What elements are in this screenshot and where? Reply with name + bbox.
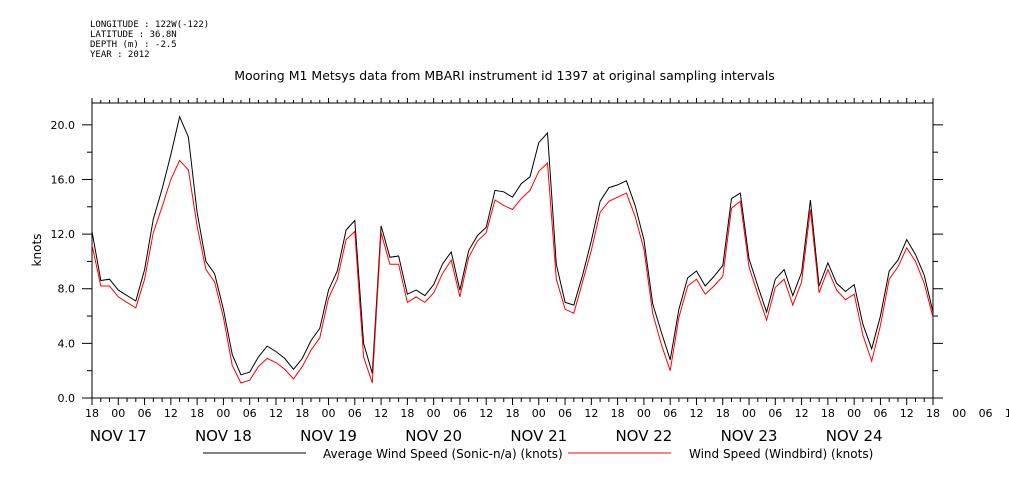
x-hour-label: 18: [295, 407, 309, 420]
x-day-label: NOV 20: [405, 427, 462, 445]
x-hour-label: 12: [164, 407, 178, 420]
y-tick-label: 20.0: [51, 119, 76, 132]
x-day-label: NOV 22: [615, 427, 672, 445]
x-hour-label: 00: [847, 407, 861, 420]
x-hour-label: 06: [979, 407, 993, 420]
x-hour-label: 18: [716, 407, 730, 420]
x-day-label: NOV 19: [300, 427, 357, 445]
x-hour-label: 12: [1005, 407, 1009, 420]
x-hour-labels: 18 00 06 12 18 00 06 12 18 00 06 12 18 00 06 12 18 00 06 12…: [85, 407, 1009, 420]
x-hour-label: 18: [190, 407, 204, 420]
x-hour-label: 18: [506, 407, 520, 420]
x-day-labels: NOV 17 NOV 18 NOV 19 NOV 20 NOV 21 NOV 22 NOV …: [90, 427, 883, 445]
x-day-label: NOV 24: [826, 427, 883, 445]
x-hour-label: 00: [322, 407, 336, 420]
x-hour-label: 00: [216, 407, 230, 420]
x-day-label: NOV 18: [195, 427, 252, 445]
x-hour-label: 12: [374, 407, 388, 420]
x-hour-label: 18: [821, 407, 835, 420]
legend: Average Wind Speed (Sonic-n/a) (knots) Wi…: [203, 447, 873, 461]
series-lines: [91, 115, 934, 384]
x-day-label: NOV 23: [721, 427, 778, 445]
y-axis-label: knots: [30, 234, 44, 267]
x-hour-label: 18: [85, 407, 99, 420]
depth-text: DEPTH (m) : -2.5: [90, 40, 177, 50]
x-hour-label: 00: [637, 407, 651, 420]
x-hour-label: 12: [689, 407, 703, 420]
x-hour-label: 12: [269, 407, 283, 420]
x-hour-label: 06: [873, 407, 887, 420]
plot-frame: [91, 102, 934, 399]
x-hour-label: 12: [900, 407, 914, 420]
x-hour-label: 06: [558, 407, 572, 420]
axis-ticks: [82, 98, 943, 405]
y-tick-label: 0.0: [58, 392, 76, 405]
x-hour-label: 12: [479, 407, 493, 420]
chart-title: Mooring M1 Metsys data from MBARI instru…: [234, 68, 775, 83]
y-tick-label: 16.0: [51, 173, 76, 186]
x-hour-label: 06: [243, 407, 257, 420]
legend-label-average: Average Wind Speed (Sonic-n/a) (knots): [323, 447, 563, 461]
y-tick-label: 4.0: [58, 337, 76, 350]
x-hour-label: 00: [742, 407, 756, 420]
x-hour-label: 18: [611, 407, 625, 420]
series-line-average-wind-speed: [91, 115, 934, 376]
x-hour-label: 12: [795, 407, 809, 420]
x-day-label: NOV 21: [510, 427, 567, 445]
x-hour-label: 06: [768, 407, 782, 420]
y-tick-label: 8.0: [58, 283, 76, 296]
y-tick-label: 12.0: [51, 228, 76, 241]
x-hour-label: 18: [400, 407, 414, 420]
longitude-text: LONGITUDE : 122W(-122): [90, 20, 210, 30]
x-day-label: NOV 17: [90, 427, 147, 445]
x-hour-label: 00: [952, 407, 966, 420]
x-hour-label: 06: [453, 407, 467, 420]
y-tick-labels: 0.0 4.0 8.0 12.0 16.0 20.0: [51, 119, 76, 405]
x-hour-label: 06: [138, 407, 152, 420]
x-hour-label: 00: [532, 407, 546, 420]
x-hour-label: 12: [584, 407, 598, 420]
metadata-block: LONGITUDE : 122W(-122) LATITUDE : 36.8N …: [90, 20, 209, 60]
x-hour-label: 00: [111, 407, 125, 420]
year-text: YEAR : 2012: [90, 50, 150, 60]
latitude-text: LATITUDE : 36.8N: [90, 30, 177, 40]
legend-label-windbird: Wind Speed (Windbird) (knots): [689, 447, 873, 461]
x-hour-label: 18: [926, 407, 940, 420]
series-line-windbird-wind-speed: [91, 159, 934, 384]
x-hour-label: 00: [427, 407, 441, 420]
x-hour-label: 06: [663, 407, 677, 420]
x-hour-label: 06: [348, 407, 362, 420]
